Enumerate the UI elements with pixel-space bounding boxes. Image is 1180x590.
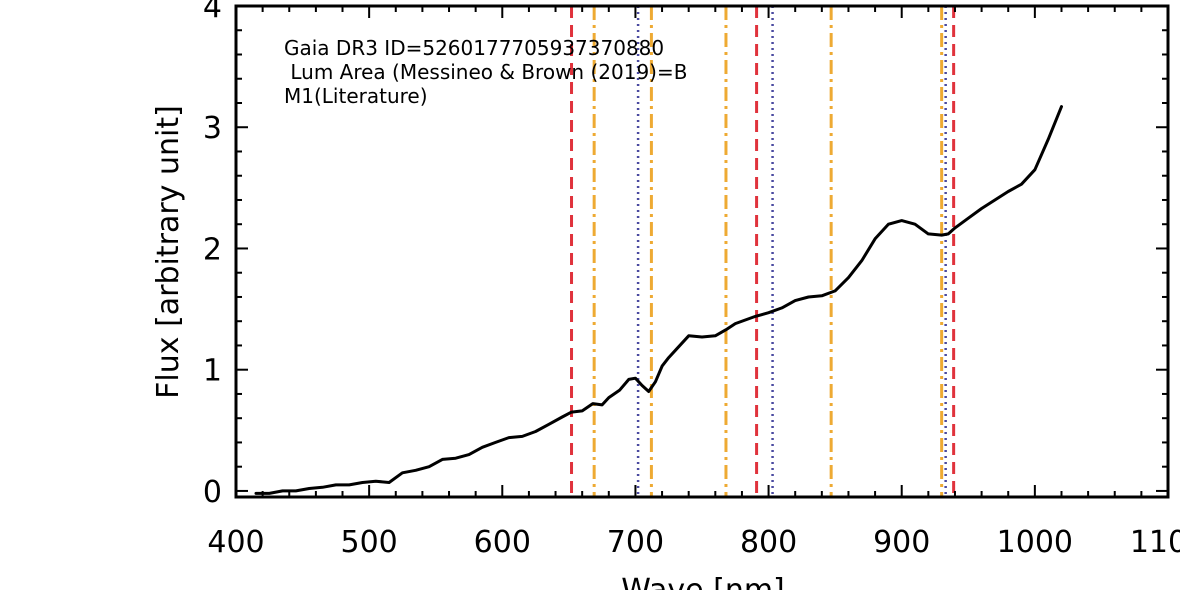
x-tick-label: 500 (341, 525, 398, 560)
series-line-0 (254, 105, 1063, 495)
x-tick-label: 900 (873, 525, 930, 560)
x-tick-label: 1000 (997, 525, 1073, 560)
y-tick-label: 0 (203, 475, 222, 510)
x-tick-label: 400 (207, 525, 264, 560)
y-tick-label: 4 (203, 0, 222, 25)
x-tick-label: 700 (607, 525, 664, 560)
x-tick-label: 600 (474, 525, 531, 560)
x-axis-title: Wave [nm] (621, 573, 785, 590)
y-tick-label: 2 (203, 232, 222, 267)
series-layer (254, 105, 1063, 495)
y-tick-label: 3 (203, 111, 222, 146)
annotation-class: M1(Literature) (284, 84, 428, 108)
annotation-gaia-id: Gaia DR3 ID=5260177705937370880 (284, 36, 664, 60)
y-tick-label: 1 (203, 354, 222, 389)
vertical-markers (570, 6, 956, 497)
y-axis-title: Flux [arbitrary unit] (151, 105, 186, 399)
plot-frame (234, 4, 1170, 499)
axes-frame (234, 4, 1170, 499)
axis-ticks (235, 5, 1169, 497)
x-tick-label: 800 (740, 525, 797, 560)
annotation-lum-area: Lum Area (Messineo & Brown (2019)=B (284, 60, 687, 84)
